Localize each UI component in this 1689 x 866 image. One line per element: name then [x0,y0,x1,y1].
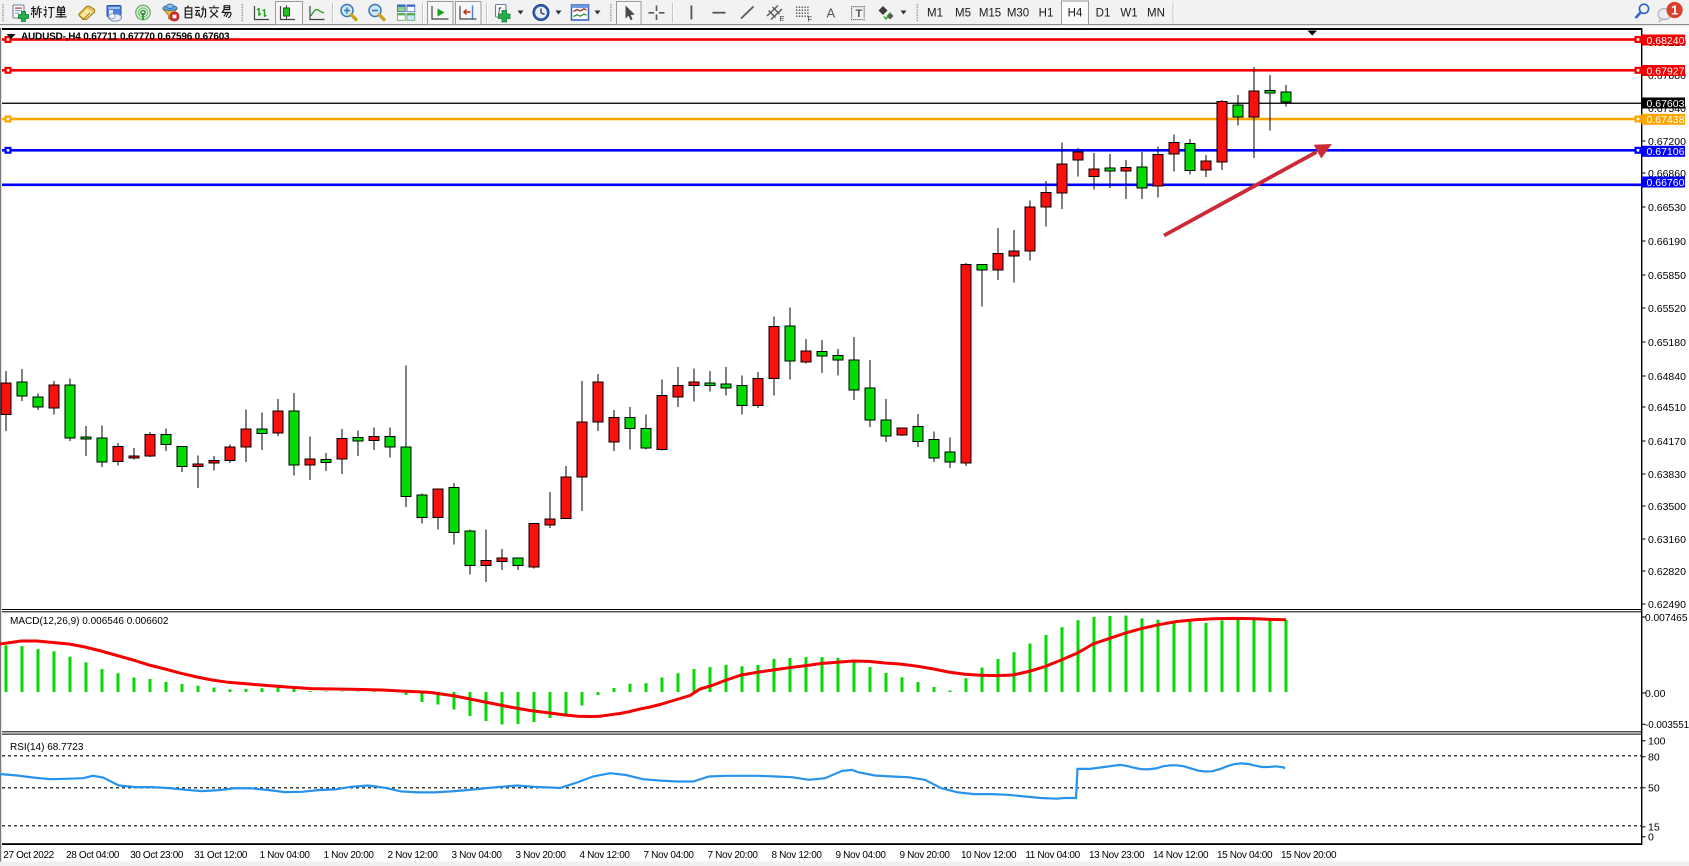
svg-text:0.62820: 0.62820 [1648,566,1686,578]
svg-text:0.63500: 0.63500 [1648,501,1686,513]
svg-text:0.65850: 0.65850 [1648,270,1686,282]
svg-text:0: 0 [1648,832,1654,844]
svg-text:0.67106: 0.67106 [1647,146,1685,158]
svg-text:0.68240: 0.68240 [1647,35,1685,47]
svg-text:0.007465: 0.007465 [1645,613,1688,624]
svg-text:T: T [856,8,863,20]
svg-text:100: 100 [1648,736,1666,748]
svg-text:3 Nov 20:00: 3 Nov 20:00 [516,850,567,861]
svg-text:9 Nov 04:00: 9 Nov 04:00 [836,850,887,861]
svg-text:0.67927: 0.67927 [1647,65,1685,77]
svg-text:0.64170: 0.64170 [1648,436,1686,448]
svg-text:RSI(14) 68.7723: RSI(14) 68.7723 [10,742,84,753]
svg-text:MACD(12,26,9) 0.006546 0.00660: MACD(12,26,9) 0.006546 0.006602 [10,616,169,627]
svg-text:0.65520: 0.65520 [1648,303,1686,315]
svg-text:F: F [808,15,813,24]
svg-text:27 Oct 2022: 27 Oct 2022 [3,850,54,861]
svg-text:0.64840: 0.64840 [1648,371,1686,383]
svg-text:30 Oct 23:00: 30 Oct 23:00 [130,850,184,861]
svg-text:13 Nov 23:00: 13 Nov 23:00 [1089,850,1145,861]
svg-text:M1: M1 [927,8,943,20]
svg-text:1 Nov 04:00: 1 Nov 04:00 [260,850,311,861]
svg-text:-0.003551: -0.003551 [1645,720,1689,731]
svg-text:14 Nov 12:00: 14 Nov 12:00 [1153,850,1209,861]
svg-text:0.66530: 0.66530 [1648,202,1686,214]
svg-text:H1: H1 [1039,8,1054,20]
svg-text:0.67603: 0.67603 [1647,98,1685,110]
svg-text:D1: D1 [1096,8,1111,20]
svg-text:M15: M15 [979,8,1001,20]
svg-text:1: 1 [1671,3,1678,18]
svg-text:A: A [827,6,836,21]
svg-text:15: 15 [1648,822,1660,834]
svg-text:1 Nov 20:00: 1 Nov 20:00 [324,850,375,861]
svg-text:0.66190: 0.66190 [1648,236,1686,248]
svg-text:W1: W1 [1120,8,1137,20]
svg-text:4 Nov 12:00: 4 Nov 12:00 [580,850,631,861]
svg-text:0.63160: 0.63160 [1648,534,1686,546]
svg-text:AUDUSD-,H4 0.67711 0.67770 0.: AUDUSD-,H4 0.67711 0.67770 0.67596 0.676… [21,32,230,43]
svg-text:0.66760: 0.66760 [1647,177,1685,189]
svg-text:E: E [780,14,785,23]
svg-text:M30: M30 [1007,8,1029,20]
svg-text:3 Nov 04:00: 3 Nov 04:00 [452,850,503,861]
svg-text:f: f [498,6,502,16]
svg-text:15 Nov 04:00: 15 Nov 04:00 [1217,850,1273,861]
svg-text:31 Oct 12:00: 31 Oct 12:00 [194,850,248,861]
svg-text:M5: M5 [955,8,971,20]
svg-text:0.67200: 0.67200 [1648,136,1686,148]
svg-text:50: 50 [1648,783,1660,795]
svg-text:0.63830: 0.63830 [1648,469,1686,481]
svg-text:15 Nov 20:00: 15 Nov 20:00 [1281,850,1337,861]
svg-text:0.00: 0.00 [1645,688,1666,700]
svg-text:0.65180: 0.65180 [1648,337,1686,349]
svg-text:9 Nov 20:00: 9 Nov 20:00 [900,850,951,861]
svg-text:11 Nov 04:00: 11 Nov 04:00 [1025,850,1080,861]
svg-text:28 Oct 04:00: 28 Oct 04:00 [66,850,120,861]
svg-text:2 Nov 12:00: 2 Nov 12:00 [388,850,439,861]
svg-text:0.67438: 0.67438 [1647,114,1685,126]
svg-text:80: 80 [1648,752,1660,764]
svg-text:7 Nov 20:00: 7 Nov 20:00 [708,850,759,861]
svg-text:8 Nov 12:00: 8 Nov 12:00 [772,850,823,861]
svg-text:0.62490: 0.62490 [1648,599,1686,611]
svg-text:7 Nov 04:00: 7 Nov 04:00 [644,850,695,861]
svg-text:H4: H4 [1068,8,1083,20]
svg-text:0.64510: 0.64510 [1648,402,1686,414]
svg-text:10 Nov 12:00: 10 Nov 12:00 [961,850,1017,861]
svg-text:MN: MN [1147,8,1165,20]
